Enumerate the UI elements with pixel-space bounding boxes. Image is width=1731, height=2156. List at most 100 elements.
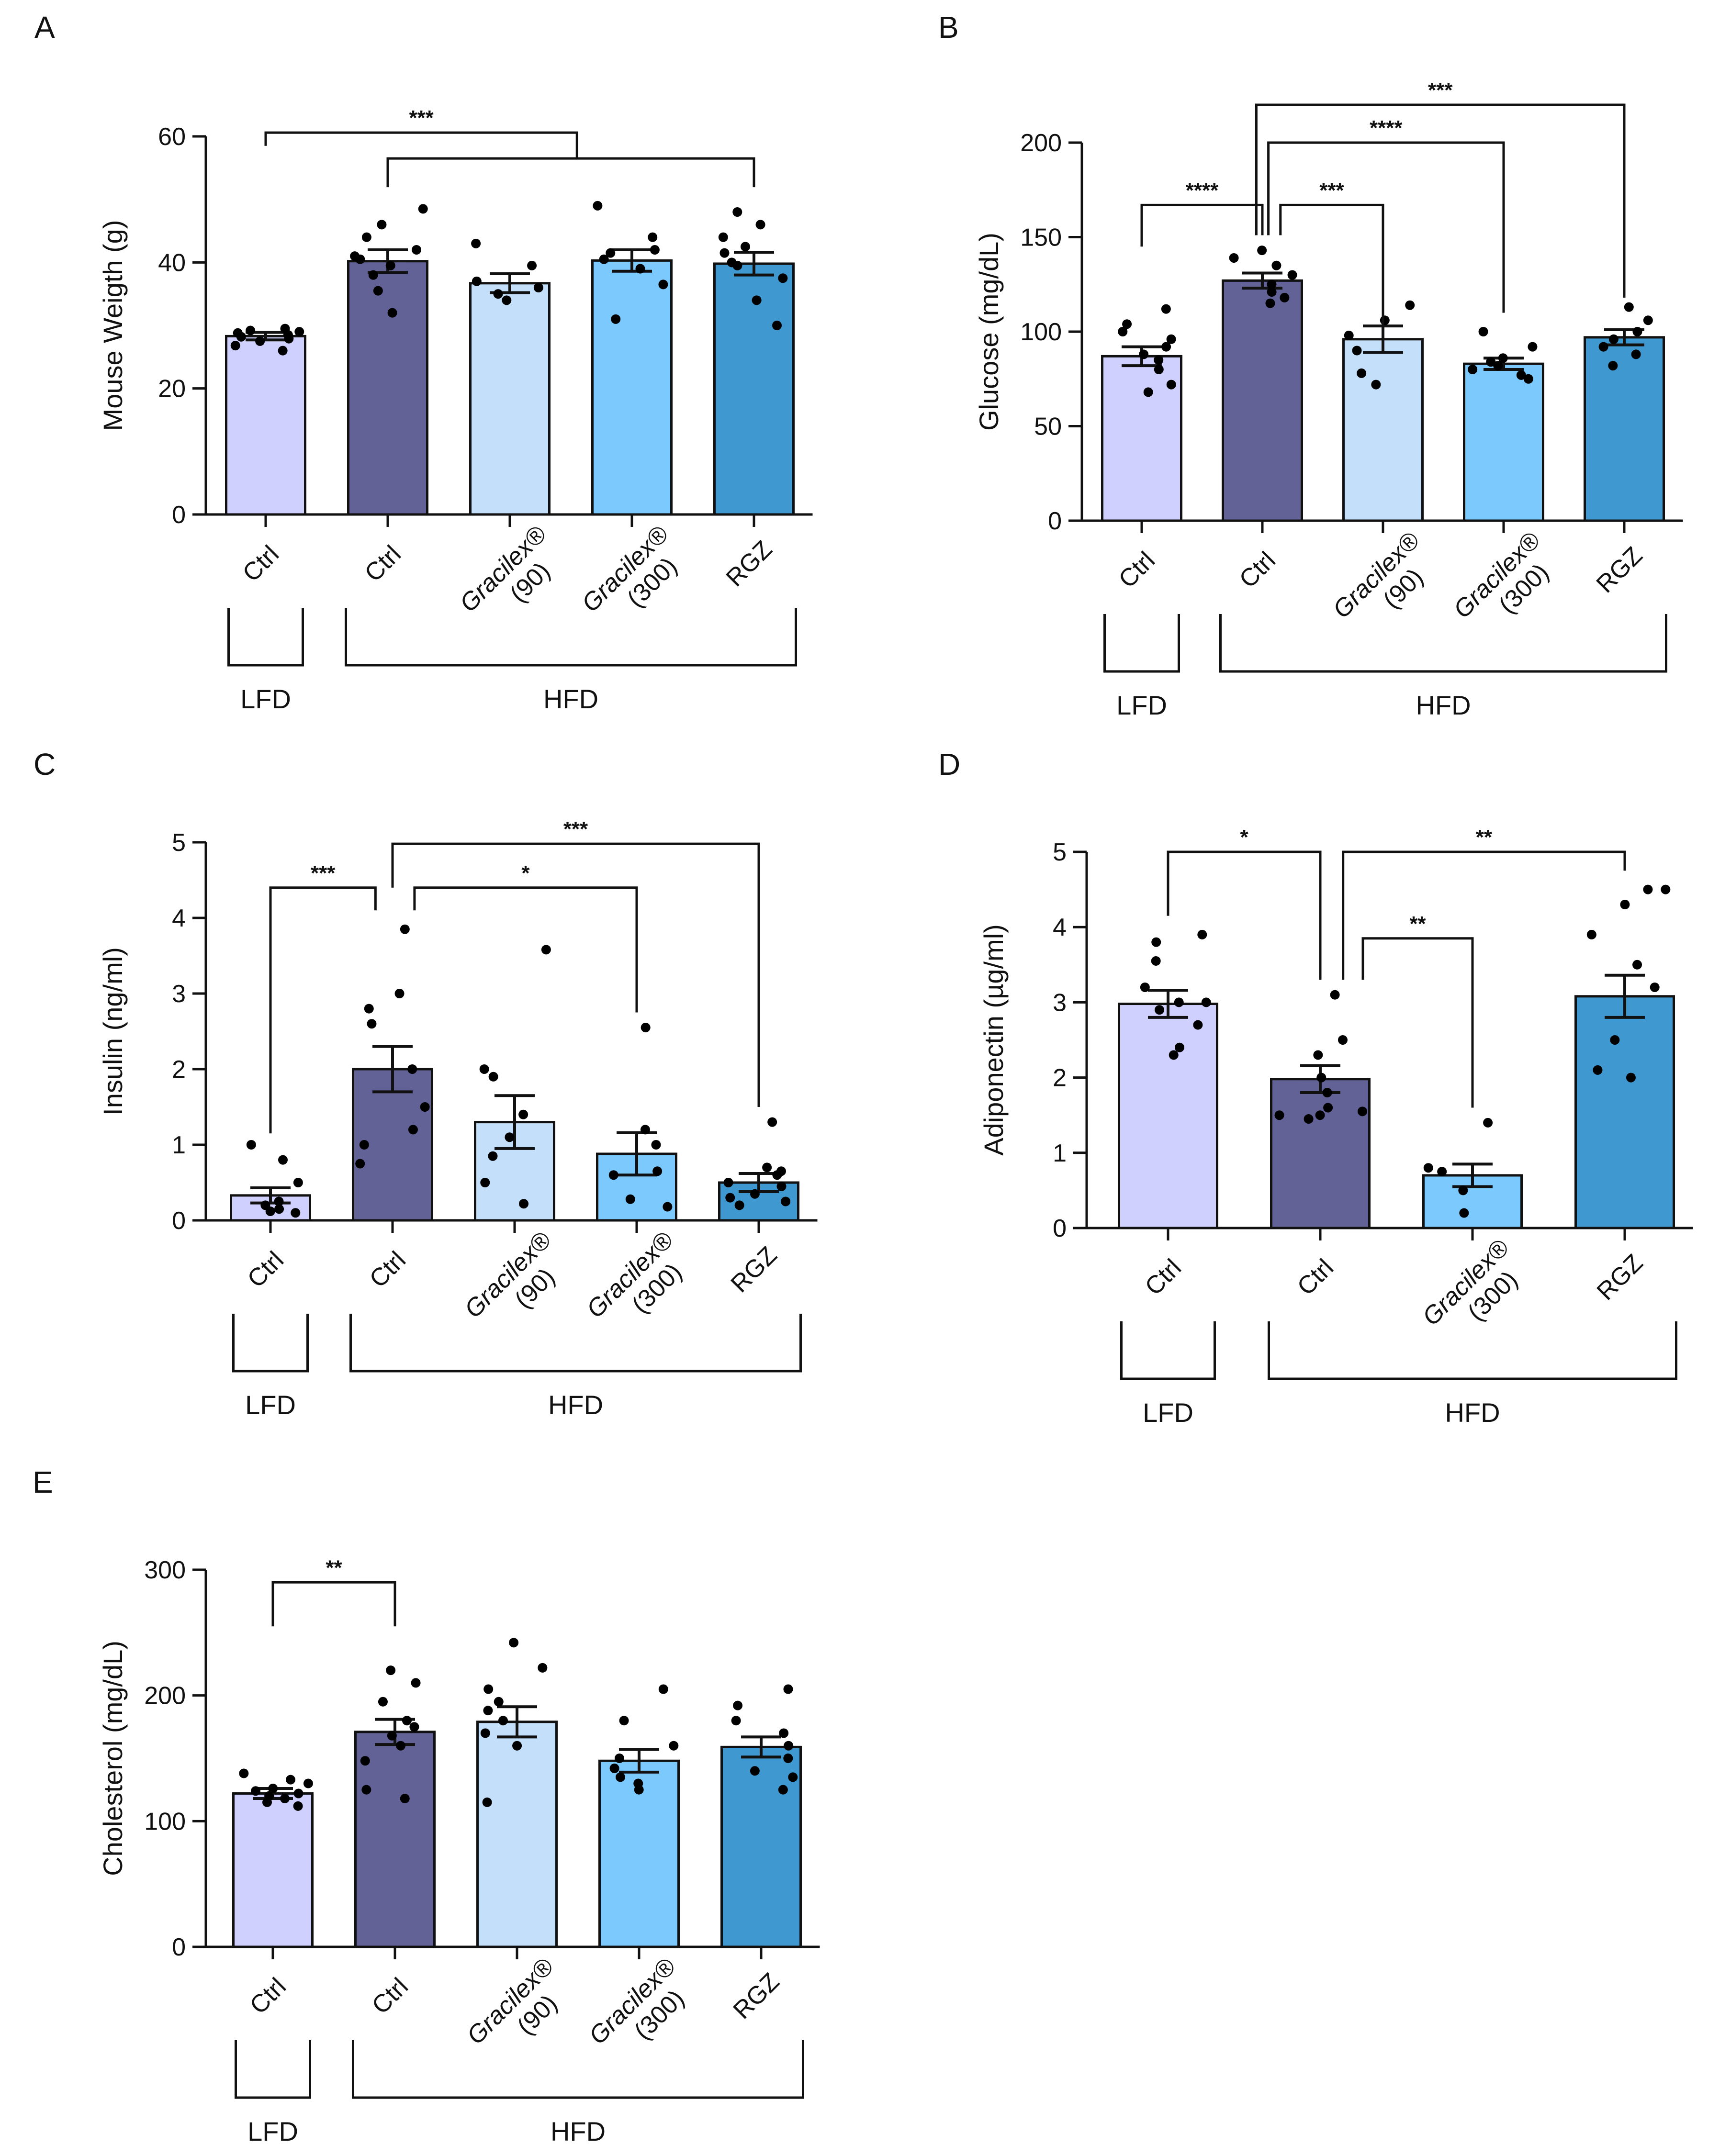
data-point bbox=[409, 1722, 419, 1732]
y-tick-label: 50 bbox=[1034, 413, 1062, 441]
data-point bbox=[776, 1166, 786, 1176]
y-tick-label: 2 bbox=[172, 1056, 186, 1084]
data-point bbox=[1271, 260, 1281, 270]
data-point bbox=[1632, 960, 1642, 970]
data-point bbox=[483, 1684, 494, 1694]
data-point bbox=[285, 1775, 295, 1785]
data-point bbox=[750, 1766, 760, 1776]
data-point bbox=[519, 1199, 529, 1209]
panel-letter: D bbox=[938, 747, 961, 782]
x-tick-label-group: Gracilex®(300) bbox=[584, 1953, 689, 2050]
data-point bbox=[394, 989, 405, 998]
data-point bbox=[373, 286, 383, 296]
significance-label: * bbox=[521, 861, 530, 885]
data-point bbox=[1280, 292, 1290, 302]
data-point bbox=[479, 1064, 489, 1074]
group-bracket bbox=[235, 2040, 311, 2099]
data-point bbox=[293, 1788, 303, 1799]
data-point bbox=[772, 321, 782, 330]
data-point bbox=[505, 1132, 515, 1142]
cholesterol-chart-svg: Cholesterol (mg/dL) 0 100 200 300 Ctrl Ctrl Gra… bbox=[98, 1556, 820, 2146]
significance-label: ** bbox=[326, 1556, 342, 1579]
x-tick-label: Ctrl bbox=[245, 1973, 292, 2020]
data-point bbox=[1304, 1114, 1314, 1124]
data-point bbox=[1274, 1110, 1284, 1120]
data-point bbox=[625, 1194, 635, 1204]
data-point bbox=[1593, 1065, 1603, 1075]
data-point bbox=[386, 1665, 396, 1676]
data-point bbox=[368, 270, 378, 280]
data-point bbox=[1267, 287, 1277, 297]
data-point bbox=[733, 1700, 743, 1710]
data-point bbox=[1380, 315, 1390, 325]
y-axis-label: Insulin (ng/ml) bbox=[98, 947, 128, 1116]
data-point bbox=[635, 264, 645, 274]
y-tick-label: 150 bbox=[1020, 224, 1062, 252]
y-tick-label: 3 bbox=[172, 980, 186, 1008]
data-point bbox=[412, 245, 422, 255]
data-point bbox=[1610, 1035, 1620, 1045]
data-point bbox=[1632, 327, 1642, 336]
significance-bracket bbox=[413, 886, 638, 1013]
data-point bbox=[1631, 349, 1641, 359]
data-point bbox=[1313, 1050, 1323, 1060]
data-point bbox=[1357, 368, 1367, 378]
bar-gracilex_90 bbox=[469, 282, 551, 516]
data-point bbox=[784, 1741, 794, 1751]
data-point bbox=[1322, 1088, 1332, 1098]
significance-label: **** bbox=[1370, 116, 1403, 140]
y-axis-label: Glucose (mg/dL) bbox=[974, 233, 1004, 431]
data-point bbox=[239, 1768, 249, 1778]
data-point bbox=[1405, 300, 1415, 310]
data-point bbox=[294, 327, 304, 337]
data-point bbox=[718, 232, 728, 242]
data-point bbox=[1523, 374, 1533, 384]
data-point bbox=[609, 1764, 619, 1774]
data-point bbox=[246, 1140, 256, 1150]
group-label: LFD bbox=[1143, 1397, 1193, 1428]
data-point bbox=[614, 1754, 624, 1763]
y-tick-label: 300 bbox=[144, 1556, 186, 1584]
data-point bbox=[1316, 1072, 1326, 1083]
group-bracket bbox=[232, 1314, 309, 1373]
y-tick-label: 0 bbox=[1053, 1215, 1067, 1242]
y-tick-label: 4 bbox=[172, 905, 186, 932]
panel-letter: A bbox=[34, 10, 55, 45]
data-point bbox=[1155, 1005, 1165, 1015]
data-point bbox=[633, 1778, 643, 1788]
data-point bbox=[364, 1004, 374, 1014]
bar-hfd_ctrl bbox=[347, 260, 428, 516]
significance-bracket bbox=[391, 842, 760, 1107]
x-tick-label: RGZ bbox=[721, 536, 778, 592]
data-point bbox=[734, 1200, 744, 1210]
x-tick-label-group: Gracilex®(300) bbox=[576, 520, 682, 617]
data-point bbox=[280, 1794, 290, 1804]
data-point bbox=[1287, 270, 1297, 280]
panel-letter: C bbox=[34, 747, 56, 782]
panel-letter: B bbox=[938, 10, 959, 45]
significance-bracket bbox=[264, 131, 578, 159]
bar-hfd_ctrl bbox=[354, 1731, 436, 1948]
data-point bbox=[732, 207, 742, 217]
data-point bbox=[278, 1155, 288, 1165]
data-point bbox=[1151, 937, 1161, 947]
data-point bbox=[669, 1741, 679, 1751]
data-point bbox=[1486, 357, 1496, 367]
data-point bbox=[360, 1756, 370, 1766]
data-point bbox=[420, 1102, 430, 1112]
data-point bbox=[1352, 346, 1362, 356]
panel-d-adiponectin-chart: D Adiponectin (µg/ml) 0 1 2 3 4 5 Ctrl Ctrl Graci… bbox=[924, 747, 1728, 1436]
data-point bbox=[1468, 365, 1478, 374]
data-point bbox=[752, 295, 762, 305]
significance-bracket bbox=[1361, 937, 1474, 1108]
x-tick-label: Ctrl bbox=[360, 540, 406, 587]
y-tick-label: 0 bbox=[172, 1933, 186, 1961]
data-point bbox=[776, 1181, 787, 1191]
data-point bbox=[750, 1189, 760, 1199]
data-point bbox=[280, 324, 290, 334]
data-point bbox=[400, 924, 410, 934]
y-tick-label: 40 bbox=[158, 249, 186, 277]
data-point bbox=[361, 1785, 371, 1795]
data-point bbox=[471, 238, 481, 248]
significance-bracket bbox=[1342, 850, 1626, 980]
